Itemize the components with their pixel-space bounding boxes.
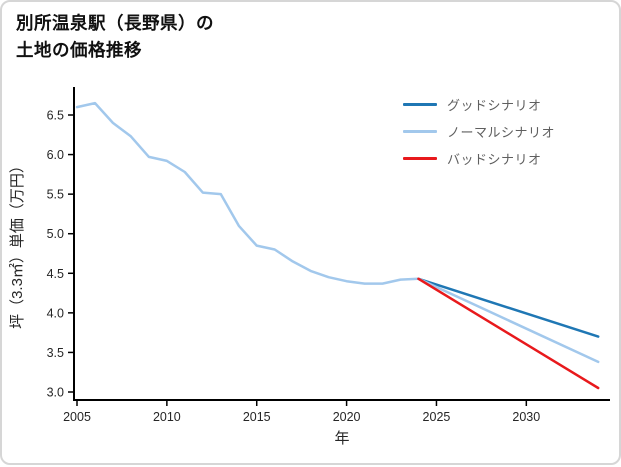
x-tick-label: 2030 [512,410,540,424]
legend-item-bad-scenario: バッドシナリオ [403,145,555,172]
series-good-scenario [417,277,600,338]
legend-item-normal-scenario: ノーマルシナリオ [403,118,555,145]
y-axis-label: 坪（3.3㎡）単価（万円） [9,158,26,329]
x-tick-label: 2015 [243,410,271,424]
y-tick-label: 6.5 [47,109,64,123]
y-tick-label: 5.0 [47,227,64,241]
legend-label: グッドシナリオ [447,98,542,113]
legend-line-swatch [403,103,437,106]
x-tick-label: 2025 [423,410,451,424]
series-historical [75,101,420,285]
legend-label: バッドシナリオ [447,152,542,167]
y-tick-label: 6.0 [47,148,64,162]
legend-item-good-scenario: グッドシナリオ [403,91,555,118]
legend-line-swatch [403,130,437,133]
series-normal-scenario [417,277,600,364]
y-tick-label: 5.5 [47,188,64,202]
chart-title: 別所温泉駅（長野県）の 土地の価格推移 [16,10,214,64]
x-tick-label: 2005 [63,410,91,424]
legend-line-swatch [403,157,437,160]
y-tick-label: 4.5 [47,267,64,281]
y-tick-label: 3.5 [47,346,64,360]
legend-label: ノーマルシナリオ [447,125,556,140]
x-axis-label: 年 [334,430,349,447]
y-tick-label: 3.0 [47,386,64,400]
chart-title-line1: 別所温泉駅（長野県）の [16,13,214,33]
x-tick-label: 2010 [153,410,181,424]
x-tick-label: 2020 [333,410,361,424]
chart-title-line2: 土地の価格推移 [16,40,142,61]
y-tick-label: 4.0 [47,306,64,320]
legend: グッドシナリオ ノーマルシナリオ バッドシナリオ [403,91,555,172]
series-bad-scenario [417,277,600,390]
